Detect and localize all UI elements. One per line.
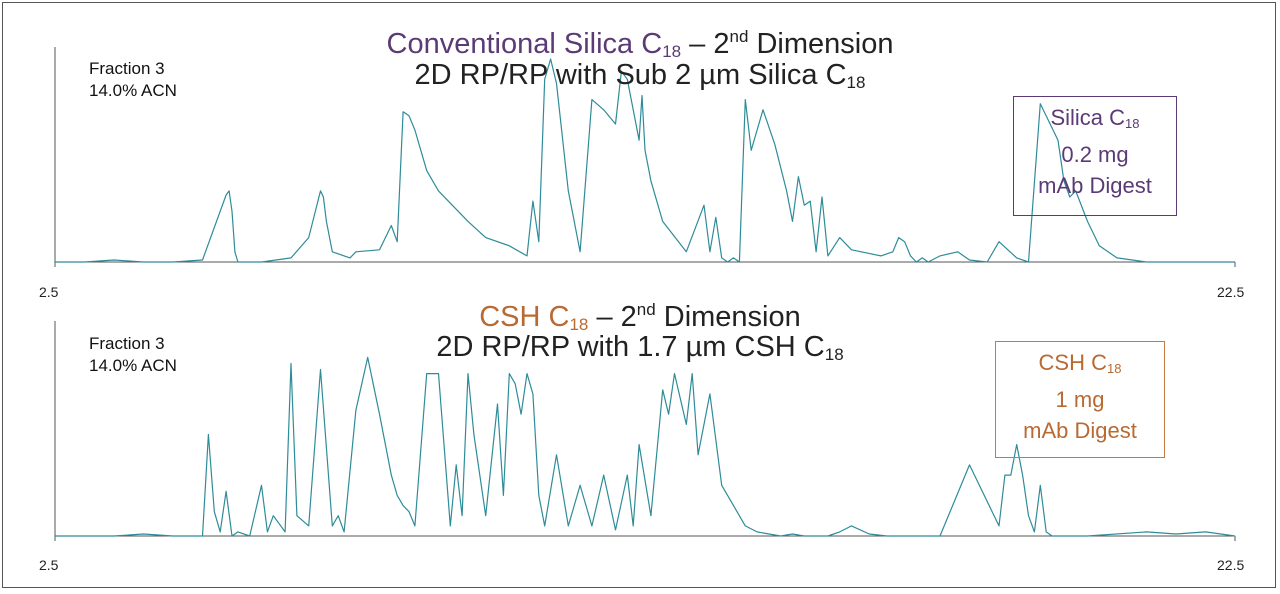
legend-name: CSH C	[1038, 350, 1107, 375]
title-suffix: Dimension	[748, 28, 894, 60]
fraction-label: Fraction 3	[89, 59, 165, 78]
bottom-fraction-annotation: Fraction 3 14.0% ACN	[89, 333, 177, 377]
subtitle-subscript: 18	[846, 73, 866, 92]
title-dash: – 2	[681, 28, 730, 60]
legend-subscript: 18	[1125, 116, 1140, 131]
legend-line-1: Silica C18	[1014, 102, 1176, 139]
subtitle-subscript: 18	[824, 345, 844, 364]
top-chart-title: Conventional Silica C18 – 2nd Dimension	[3, 20, 1277, 69]
title-subscript: 18	[569, 315, 589, 334]
top-xtick-end: 22.5	[1217, 284, 1245, 300]
subtitle-text: 2D RP/RP with 1.7 µm CSH C	[436, 331, 825, 363]
legend-amount: 0.2 mg	[1061, 142, 1129, 167]
fraction-label: Fraction 3	[89, 334, 165, 353]
top-panel	[54, 47, 1236, 267]
title-name: Conventional Silica C	[386, 28, 663, 60]
top-legend-box: Silica C18 0.2 mg mAb Digest	[1013, 96, 1177, 216]
bottom-legend-box: CSH C18 1 mg mAb Digest	[995, 341, 1165, 458]
title-superscript: nd	[636, 300, 656, 319]
top-chart-subtitle: 2D RP/RP with Sub 2 µm Silica C18	[3, 58, 1277, 100]
title-suffix: Dimension	[655, 301, 801, 333]
legend-sample: mAb Digest	[1023, 418, 1137, 443]
bottom-chart-subtitle: 2D RP/RP with 1.7 µm CSH C18	[3, 330, 1277, 372]
legend-line-1: CSH C18	[996, 347, 1164, 384]
bottom-panel	[54, 321, 1236, 541]
title-subscript: 18	[662, 42, 682, 61]
acn-label: 14.0% ACN	[89, 81, 177, 100]
legend-amount: 1 mg	[1055, 387, 1105, 412]
bottom-chromatogram-trace	[55, 356, 1236, 537]
bottom-chart-title: CSH C18 – 2nd Dimension	[3, 293, 1277, 342]
top-fraction-annotation: Fraction 3 14.0% ACN	[89, 58, 177, 102]
top-xtick-start: 2.5	[39, 284, 59, 300]
acn-label: 14.0% ACN	[89, 356, 177, 375]
subtitle-text: 2D RP/RP with Sub 2 µm Silica C	[414, 59, 847, 91]
title-name: CSH C	[479, 301, 570, 333]
title-dash: – 2	[588, 301, 637, 333]
chromatogram-plot	[54, 47, 1236, 541]
bottom-xtick-end: 22.5	[1217, 557, 1245, 573]
top-chromatogram-trace	[55, 58, 1235, 263]
bottom-xtick-start: 2.5	[39, 557, 59, 573]
title-superscript: nd	[729, 27, 749, 46]
legend-sample: mAb Digest	[1038, 173, 1152, 198]
legend-name: Silica C	[1050, 105, 1126, 130]
legend-subscript: 18	[1106, 361, 1122, 376]
